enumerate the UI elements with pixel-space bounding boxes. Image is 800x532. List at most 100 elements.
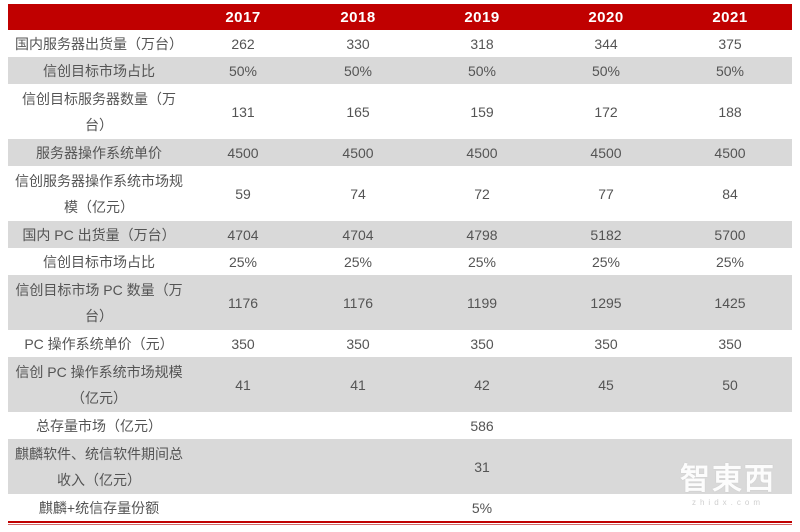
cell-value (668, 439, 792, 494)
cell-value: 262 (190, 30, 296, 57)
year-column-header: 2017 (190, 4, 296, 30)
cell-value (544, 494, 668, 521)
table-row: 服务器操作系统单价 4500 4500 4500 4500 4500 (8, 139, 792, 166)
row-label: 信创 PC 操作系统市场规模 （亿元） (8, 357, 190, 412)
row-label: 麒麟+统信存量份额 (8, 494, 190, 521)
cell-value: 41 (296, 357, 420, 412)
cell-value: 25% (190, 248, 296, 275)
table-row: 信创 PC 操作系统市场规模 （亿元） 41 41 42 45 50 (8, 357, 792, 412)
cell-value: 45 (544, 357, 668, 412)
row-label: 总存量市场（亿元） (8, 412, 190, 439)
cell-value: 5% (420, 494, 544, 521)
cell-value: 59 (190, 166, 296, 221)
cell-value: 350 (190, 330, 296, 357)
cell-value: 25% (296, 248, 420, 275)
cell-value: 586 (420, 412, 544, 439)
cell-value (668, 412, 792, 439)
year-column-header: 2018 (296, 4, 420, 30)
cell-value (190, 494, 296, 521)
cell-value (296, 412, 420, 439)
cell-value: 77 (544, 166, 668, 221)
cell-value: 4704 (296, 221, 420, 248)
table-row: 国内 PC 出货量（万台） 4704 4704 4798 5182 5700 (8, 221, 792, 248)
table-row: PC 操作系统单价（元） 350 350 350 350 350 (8, 330, 792, 357)
cell-value: 74 (296, 166, 420, 221)
row-label: PC 操作系统单价（元） (8, 330, 190, 357)
cell-value: 4500 (668, 139, 792, 166)
year-column-header: 2021 (668, 4, 792, 30)
cell-value: 350 (296, 330, 420, 357)
table-row: 麒麟+统信存量份额 5% (8, 494, 792, 521)
cell-value (296, 439, 420, 494)
cell-value: 4704 (190, 221, 296, 248)
cell-value: 1176 (296, 275, 420, 330)
row-label: 国内服务器出货量（万台） (8, 30, 190, 57)
cell-value: 25% (544, 248, 668, 275)
cell-value: 350 (668, 330, 792, 357)
row-label: 信创目标市场占比 (8, 57, 190, 84)
cell-value: 318 (420, 30, 544, 57)
cell-value: 330 (296, 30, 420, 57)
cell-value: 4500 (190, 139, 296, 166)
cell-value: 84 (668, 166, 792, 221)
cell-value: 50% (420, 57, 544, 84)
cell-value: 50% (668, 57, 792, 84)
bottom-border-thick-line (8, 521, 792, 523)
cell-value: 25% (668, 248, 792, 275)
cell-value: 4500 (420, 139, 544, 166)
cell-value: 4500 (544, 139, 668, 166)
table-row: 信创目标服务器数量（万 台） 131 165 159 172 188 (8, 84, 792, 139)
cell-value: 5182 (544, 221, 668, 248)
cell-value: 1199 (420, 275, 544, 330)
table-header: 2017 2018 2019 2020 2021 (8, 4, 792, 30)
cell-value: 159 (420, 84, 544, 139)
cell-value: 1295 (544, 275, 668, 330)
cell-value (544, 439, 668, 494)
year-column-header: 2019 (420, 4, 544, 30)
table-row: 国内服务器出货量（万台） 262 330 318 344 375 (8, 30, 792, 57)
row-label: 服务器操作系统单价 (8, 139, 190, 166)
row-label: 信创目标服务器数量（万 台） (8, 84, 190, 139)
table-row: 信创目标市场占比 25% 25% 25% 25% 25% (8, 248, 792, 275)
cell-value: 50% (296, 57, 420, 84)
row-label: 信创服务器操作系统市场规 模（亿元） (8, 166, 190, 221)
cell-value: 188 (668, 84, 792, 139)
cell-value: 42 (420, 357, 544, 412)
cell-value (544, 412, 668, 439)
cell-value (668, 494, 792, 521)
forecast-table: 2017 2018 2019 2020 2021 国内服务器出货量（万台） 262 330 3… (8, 4, 792, 521)
cell-value: 5700 (668, 221, 792, 248)
table-row: 信创目标市场占比 50% 50% 50% 50% 50% (8, 57, 792, 84)
row-label: 麒麟软件、统信软件期间总 收入（亿元） (8, 439, 190, 494)
cell-value: 50 (668, 357, 792, 412)
row-label: 国内 PC 出货量（万台） (8, 221, 190, 248)
cell-value: 1176 (190, 275, 296, 330)
cell-value: 72 (420, 166, 544, 221)
table-row: 信创目标市场 PC 数量（万 台） 1176 1176 1199 1295 1425 (8, 275, 792, 330)
cell-value: 50% (190, 57, 296, 84)
cell-value (190, 439, 296, 494)
cell-value: 375 (668, 30, 792, 57)
table-row: 信创服务器操作系统市场规 模（亿元） 59 74 72 77 84 (8, 166, 792, 221)
cell-value: 4500 (296, 139, 420, 166)
cell-value (190, 412, 296, 439)
year-column-header: 2020 (544, 4, 668, 30)
cell-value (296, 494, 420, 521)
table-row: 总存量市场（亿元） 586 (8, 412, 792, 439)
cell-value: 172 (544, 84, 668, 139)
table-header-row: 2017 2018 2019 2020 2021 (8, 4, 792, 30)
cell-value: 4798 (420, 221, 544, 248)
cell-value: 25% (420, 248, 544, 275)
row-label: 信创目标市场占比 (8, 248, 190, 275)
row-label: 信创目标市场 PC 数量（万 台） (8, 275, 190, 330)
cell-value: 165 (296, 84, 420, 139)
table-body: 国内服务器出货量（万台） 262 330 318 344 375 信创目标市场占比 50% 50… (8, 30, 792, 521)
cell-value: 31 (420, 439, 544, 494)
cell-value: 131 (190, 84, 296, 139)
table-row: 麒麟软件、统信软件期间总 收入（亿元） 31 (8, 439, 792, 494)
corner-header-cell (8, 4, 190, 30)
cell-value: 41 (190, 357, 296, 412)
cell-value: 350 (544, 330, 668, 357)
cell-value: 50% (544, 57, 668, 84)
